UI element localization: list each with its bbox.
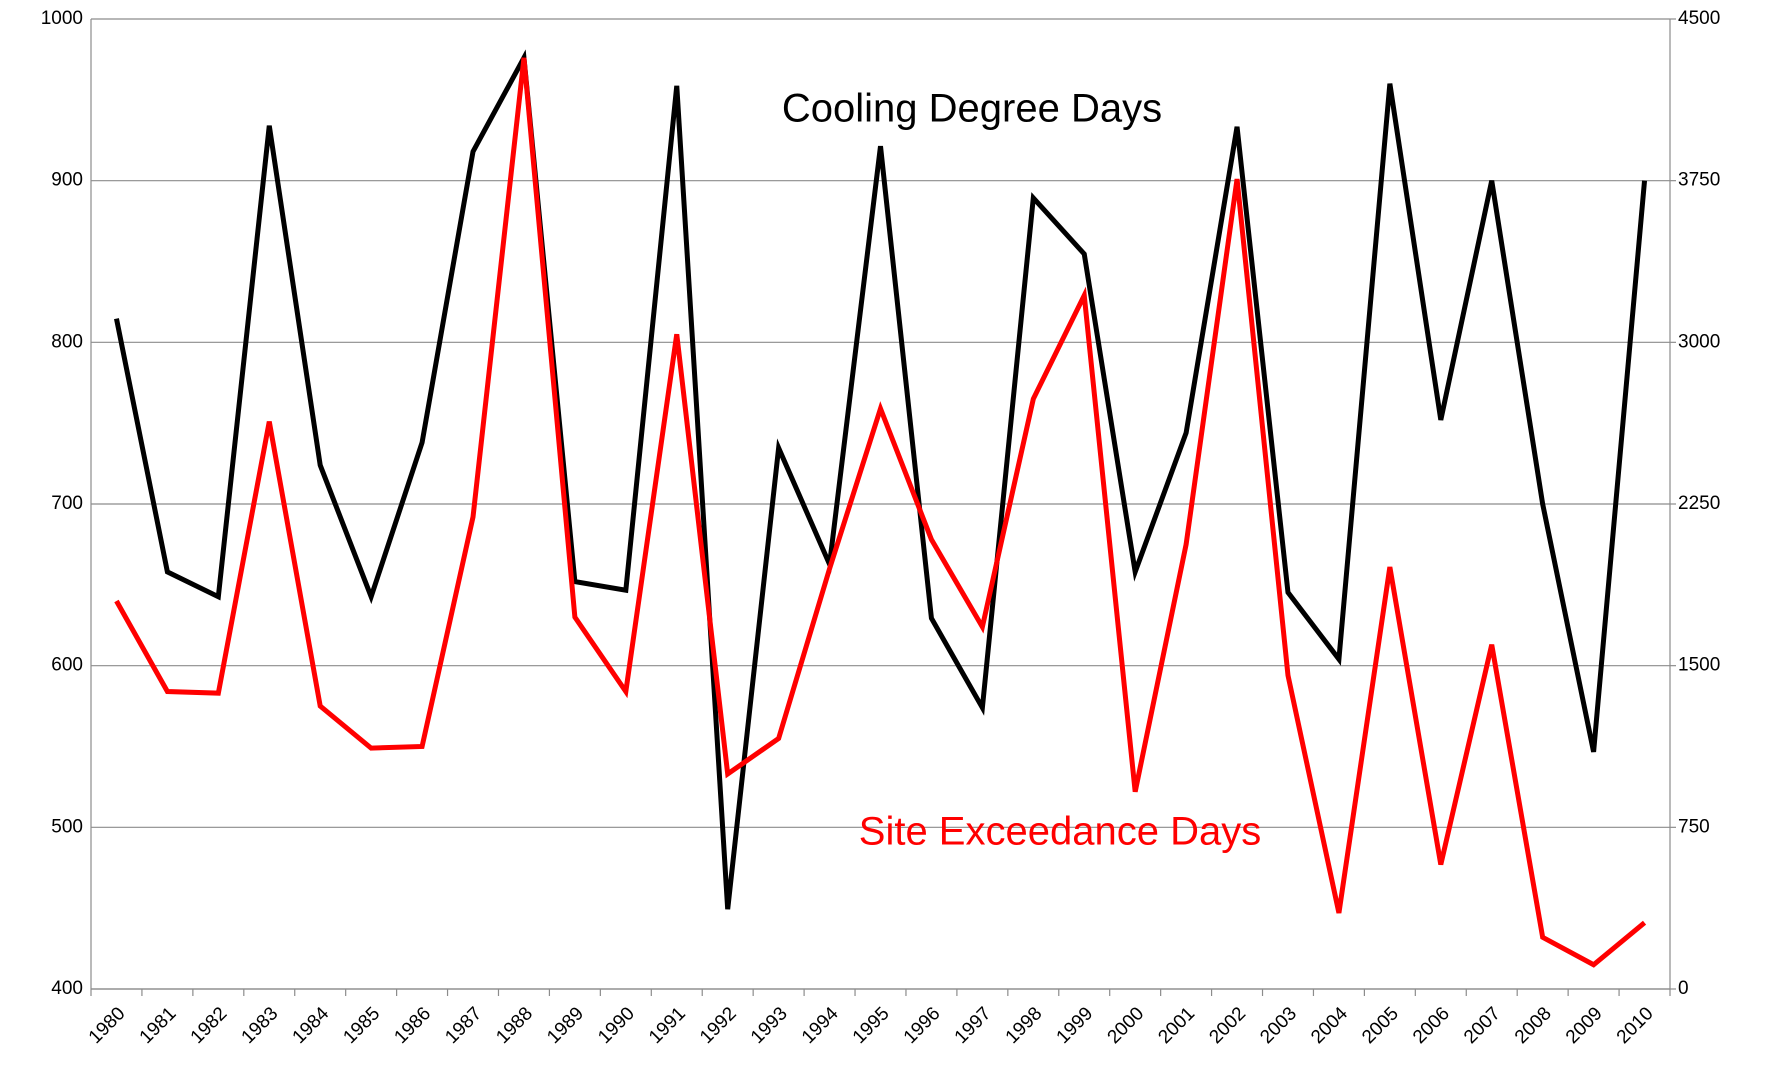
x-tick-label: 1990 (594, 1003, 639, 1048)
x-tick-label: 1993 (747, 1003, 792, 1048)
x-tick-label: 2010 (1613, 1003, 1658, 1048)
x-tick-label: 1999 (1053, 1003, 1098, 1048)
series-annotation: Site Exceedance Days (859, 810, 1261, 854)
x-tick-label: 1998 (1002, 1003, 1047, 1048)
series-line (114, 49, 1648, 910)
y2-tick-label: 0 (1678, 978, 1689, 999)
y-tick-label: 600 (51, 655, 83, 676)
x-tick-label: 1983 (238, 1003, 283, 1048)
y-tick-label: 700 (51, 493, 83, 514)
series-annotation: Cooling Degree Days (782, 87, 1162, 131)
x-tick-label: 1995 (849, 1003, 894, 1048)
x-tick-label: 1988 (492, 1003, 537, 1048)
x-tick-label: 1989 (543, 1003, 588, 1048)
x-tick-label: 1991 (645, 1003, 690, 1048)
x-tick-label: 2008 (1511, 1003, 1556, 1048)
series-line (114, 57, 1647, 968)
x-tick-label: 2002 (1205, 1003, 1250, 1048)
y-tick-label: 800 (51, 331, 83, 352)
y-tick-label: 900 (51, 170, 83, 191)
x-tick-label: 1981 (136, 1003, 181, 1048)
y2-tick-label: 1500 (1678, 655, 1720, 676)
y2-tick-label: 3000 (1678, 331, 1720, 352)
x-tick-label: 2003 (1256, 1003, 1301, 1048)
y2-tick-label: 750 (1678, 816, 1710, 837)
x-tick-label: 1984 (289, 1003, 334, 1048)
x-tick-label: 1992 (696, 1003, 741, 1048)
x-tick-label: 2005 (1358, 1003, 1403, 1048)
x-tick-label: 1987 (441, 1003, 486, 1048)
y-tick-label: 400 (51, 978, 83, 999)
x-tick-label: 1982 (187, 1003, 232, 1048)
y2-tick-label: 4500 (1678, 8, 1720, 29)
x-tick-label: 2006 (1409, 1003, 1454, 1048)
x-tick-label: 2009 (1562, 1003, 1607, 1048)
x-tick-label: 1986 (390, 1003, 435, 1048)
y2-tick-label: 2250 (1678, 493, 1720, 514)
x-tick-label: 1985 (339, 1003, 384, 1048)
x-tick-label: 1997 (951, 1003, 996, 1048)
x-tick-label: 1996 (900, 1003, 945, 1048)
x-tick-label: 2007 (1460, 1003, 1505, 1048)
x-tick-label: 2000 (1104, 1003, 1149, 1048)
y2-tick-label: 3750 (1678, 170, 1720, 191)
y-tick-label: 500 (51, 816, 83, 837)
x-tick-label: 2004 (1307, 1003, 1352, 1048)
x-tick-label: 2001 (1154, 1003, 1199, 1048)
x-tick-label: 1994 (798, 1003, 843, 1048)
y-tick-label: 1000 (41, 8, 83, 29)
x-tick-label: 1980 (85, 1003, 130, 1048)
